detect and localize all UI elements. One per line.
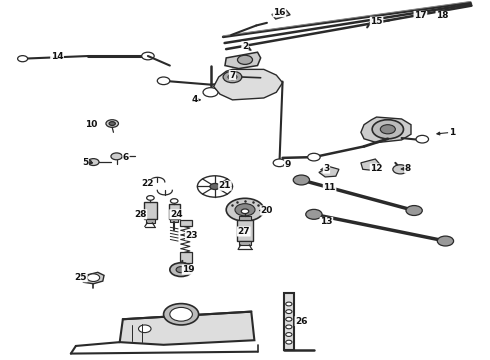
Circle shape <box>416 135 429 143</box>
Circle shape <box>139 325 151 333</box>
Circle shape <box>170 263 193 276</box>
Circle shape <box>171 199 178 203</box>
Text: 5: 5 <box>82 158 88 167</box>
Bar <box>180 220 193 226</box>
Circle shape <box>87 274 99 282</box>
Circle shape <box>238 55 252 64</box>
Bar <box>146 219 155 223</box>
Text: 4: 4 <box>192 95 198 104</box>
Circle shape <box>437 236 454 246</box>
Circle shape <box>176 267 186 273</box>
Circle shape <box>372 120 403 139</box>
Text: 1: 1 <box>449 128 455 137</box>
Circle shape <box>380 125 395 134</box>
Text: 19: 19 <box>182 265 195 274</box>
Circle shape <box>273 159 286 167</box>
Circle shape <box>157 77 170 85</box>
Circle shape <box>308 153 320 161</box>
Text: 12: 12 <box>370 164 383 173</box>
Circle shape <box>203 88 218 97</box>
Text: 2: 2 <box>242 42 248 51</box>
Circle shape <box>293 175 310 185</box>
Circle shape <box>286 340 292 344</box>
Text: 18: 18 <box>436 12 448 21</box>
Circle shape <box>241 209 249 213</box>
Circle shape <box>18 56 27 62</box>
Text: 13: 13 <box>320 217 333 226</box>
Circle shape <box>111 153 122 160</box>
Bar <box>238 220 252 241</box>
Text: 28: 28 <box>134 210 147 219</box>
Text: 8: 8 <box>405 164 411 173</box>
Text: 26: 26 <box>295 317 308 326</box>
Text: 27: 27 <box>238 227 250 236</box>
Circle shape <box>109 122 115 125</box>
Text: 9: 9 <box>284 160 291 169</box>
Circle shape <box>170 307 193 321</box>
Bar <box>239 241 251 245</box>
Text: 11: 11 <box>323 183 336 192</box>
Circle shape <box>235 204 255 216</box>
Polygon shape <box>319 167 339 177</box>
Circle shape <box>142 52 154 60</box>
Polygon shape <box>361 159 380 171</box>
Text: 23: 23 <box>186 231 198 240</box>
Circle shape <box>286 302 292 306</box>
Text: 10: 10 <box>85 120 98 129</box>
Bar <box>284 293 294 350</box>
Text: 22: 22 <box>142 179 154 188</box>
Circle shape <box>164 303 198 325</box>
Circle shape <box>106 120 119 127</box>
Polygon shape <box>272 10 290 19</box>
Circle shape <box>286 318 292 321</box>
Text: 14: 14 <box>51 51 63 60</box>
Bar <box>144 202 157 219</box>
Text: 21: 21 <box>219 181 231 190</box>
Text: 24: 24 <box>170 210 182 219</box>
Polygon shape <box>82 272 104 284</box>
Text: 25: 25 <box>74 273 87 282</box>
Circle shape <box>286 325 292 329</box>
Text: 20: 20 <box>261 206 273 215</box>
Circle shape <box>286 333 292 336</box>
Circle shape <box>88 159 99 166</box>
Bar <box>171 219 178 222</box>
Circle shape <box>223 71 242 83</box>
Text: 15: 15 <box>370 17 383 26</box>
Polygon shape <box>361 117 411 143</box>
Circle shape <box>147 195 154 200</box>
Circle shape <box>85 160 92 164</box>
Text: 16: 16 <box>273 8 286 17</box>
Text: 7: 7 <box>229 71 236 80</box>
Text: 17: 17 <box>414 12 427 21</box>
Circle shape <box>258 77 270 85</box>
Circle shape <box>286 310 292 314</box>
Polygon shape <box>120 312 254 345</box>
Circle shape <box>306 210 322 219</box>
Bar <box>180 252 193 263</box>
Circle shape <box>393 165 408 174</box>
Circle shape <box>228 74 237 80</box>
Polygon shape <box>214 69 283 100</box>
Bar <box>169 204 180 219</box>
Polygon shape <box>225 52 261 69</box>
Bar <box>239 216 251 220</box>
Text: 6: 6 <box>123 153 129 162</box>
Text: 3: 3 <box>323 164 330 173</box>
Circle shape <box>210 184 220 189</box>
Circle shape <box>226 198 264 221</box>
Circle shape <box>406 206 422 216</box>
